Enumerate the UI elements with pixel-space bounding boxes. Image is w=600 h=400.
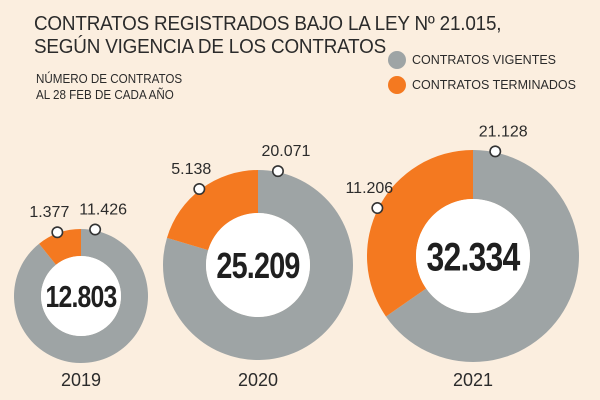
data-label-terminados-2019: 1.377 [29,204,69,221]
callout-dot-vigentes-2021 [489,145,502,158]
donut-hole-2020 [206,213,310,317]
chart-subtitle-line-1: NÚMERO DE CONTRATOS [36,72,183,86]
category-label-2020: 2020 [238,370,278,390]
callout-dot-vigentes-2020 [271,165,284,178]
legend-label-terminados: CONTRATOS TERMINADOS [412,77,576,92]
legend-swatch-vigentes [388,50,406,69]
data-label-vigentes-2019: 11.426 [79,201,127,218]
donut-hole-2019 [41,256,121,336]
total-value-2019: 12.803 [45,280,116,314]
slice-vigentes-2020 [162,170,353,361]
chart-title-line-2: SEGÚN VIGENCIA DE LOS CONTRATOS [34,35,387,58]
category-label-2021: 2021 [453,370,493,390]
total-value-2021: 32.334 [426,234,520,279]
legend-label-vigentes: CONTRATOS VIGENTES [412,52,557,67]
slice-vigentes-2019 [13,229,148,363]
legend: CONTRATOS VIGENTES CONTRATOS TERMINADOS [388,47,576,97]
data-label-terminados-2021: 11.206 [345,180,393,197]
legend-item-terminados: CONTRATOS TERMINADOS [388,72,576,97]
callout-dot-terminados-2019 [51,226,64,239]
callout-dot-vigentes-2019 [89,223,102,236]
donut-hole-2021 [416,199,530,313]
legend-item-vigentes: CONTRATOS VIGENTES [388,47,576,72]
slice-terminados-2020 [166,170,258,251]
slice-vigentes-2021 [385,150,579,362]
slice-terminados-2021 [367,150,473,317]
chart-subtitle-line-2: AL 28 FEB DE CADA AÑO [36,88,174,102]
legend-swatch-terminados [388,75,406,94]
data-label-terminados-2020: 5.138 [171,161,211,178]
data-label-vigentes-2021: 21.128 [479,123,528,140]
callout-dot-terminados-2021 [371,202,384,215]
data-label-vigentes-2020: 20.071 [261,143,310,160]
chart-title: CONTRATOS REGISTRADOS BAJO LA LEY Nº 21.… [34,12,502,58]
category-label-2019: 2019 [61,370,101,390]
callout-dot-terminados-2020 [193,183,206,196]
chart-title-line-1: CONTRATOS REGISTRADOS BAJO LA LEY Nº 21.… [34,12,502,35]
chart-subtitle: NÚMERO DE CONTRATOS AL 28 FEB DE CADA AÑ… [36,71,182,103]
total-value-2020: 25.209 [216,245,299,286]
slice-terminados-2019 [39,229,81,265]
